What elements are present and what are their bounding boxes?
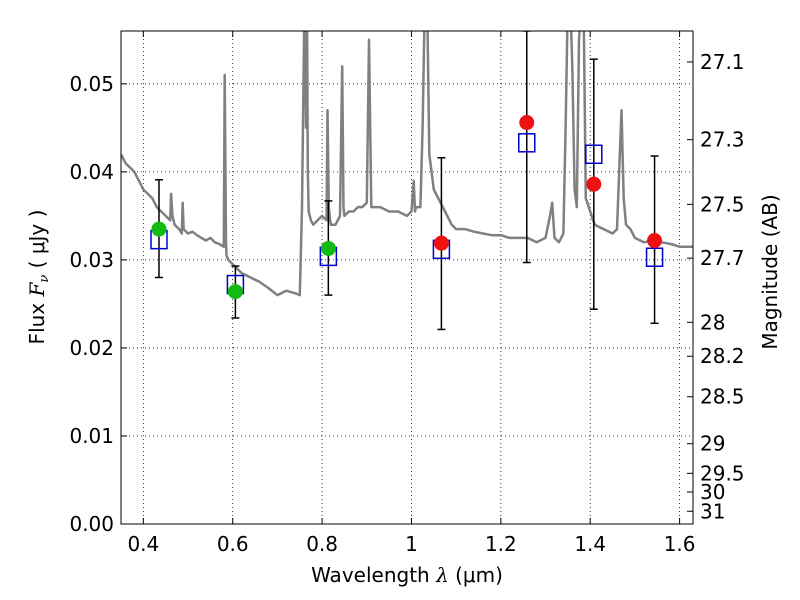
model-flux-marker — [647, 233, 663, 249]
y2-tick-label: 29.5 — [700, 461, 745, 485]
model-flux-marker — [586, 176, 602, 192]
y2-tick-label: 28 — [700, 310, 725, 334]
y-tick-label: 0.04 — [69, 160, 114, 184]
y-axis-label: Flux Fν ( μJy ) — [25, 210, 52, 345]
y2-tick-label: 27.3 — [700, 128, 745, 152]
model-flux-marker — [320, 240, 336, 256]
model-flux-marker — [151, 221, 167, 237]
observed-flux-marker — [585, 144, 603, 164]
y-axis: 0.00 0.01 0.02 0.03 0.04 0.05 — [69, 72, 127, 536]
observed-flux-marker — [645, 247, 664, 268]
x-tick-label: 1.6 — [664, 532, 696, 556]
photometry-points — [150, 31, 664, 331]
y-tick-label: 0.01 — [69, 424, 114, 448]
y2-tick-label: 28.5 — [700, 385, 745, 409]
plot-frame — [120, 30, 694, 525]
y2-axis-label: Magnitude (AB) — [758, 194, 782, 349]
grid-lines — [121, 31, 693, 524]
x-tick-label: 0.8 — [306, 532, 338, 556]
y2-tick-label: 27.1 — [700, 50, 745, 74]
x-axis: 0.4 0.6 0.8 1 1.2 1.4 1.6 — [127, 31, 696, 556]
y-tick-label: 0.00 — [69, 512, 114, 536]
spectrum-line — [121, 31, 693, 297]
model-flux-marker — [519, 115, 535, 131]
model-spectrum — [121, 31, 693, 297]
y2-tick-label: 29 — [700, 432, 725, 456]
y-tick-label: 0.02 — [69, 336, 114, 360]
x-tick-label: 1.2 — [485, 532, 517, 556]
x-tick-label: 0.4 — [127, 532, 159, 556]
model-flux-marker — [227, 284, 243, 300]
x-tick-label: 1 — [405, 532, 418, 556]
model-flux-marker — [433, 235, 449, 251]
y2-tick-label: 30 — [700, 480, 725, 504]
y-tick-label: 0.03 — [69, 248, 114, 272]
y2-tick-label: 27.5 — [700, 192, 745, 216]
x-axis-label: Wavelength λ (μm) — [311, 563, 503, 587]
y2-tick-label: 28.2 — [700, 344, 745, 368]
x-tick-label: 1.4 — [574, 532, 606, 556]
observed-flux-marker — [518, 133, 536, 153]
y-tick-label: 0.05 — [69, 72, 114, 96]
y2-tick-label: 27.7 — [700, 246, 745, 270]
y2-tick-label: 31 — [700, 499, 725, 523]
x-tick-label: 0.6 — [217, 532, 249, 556]
